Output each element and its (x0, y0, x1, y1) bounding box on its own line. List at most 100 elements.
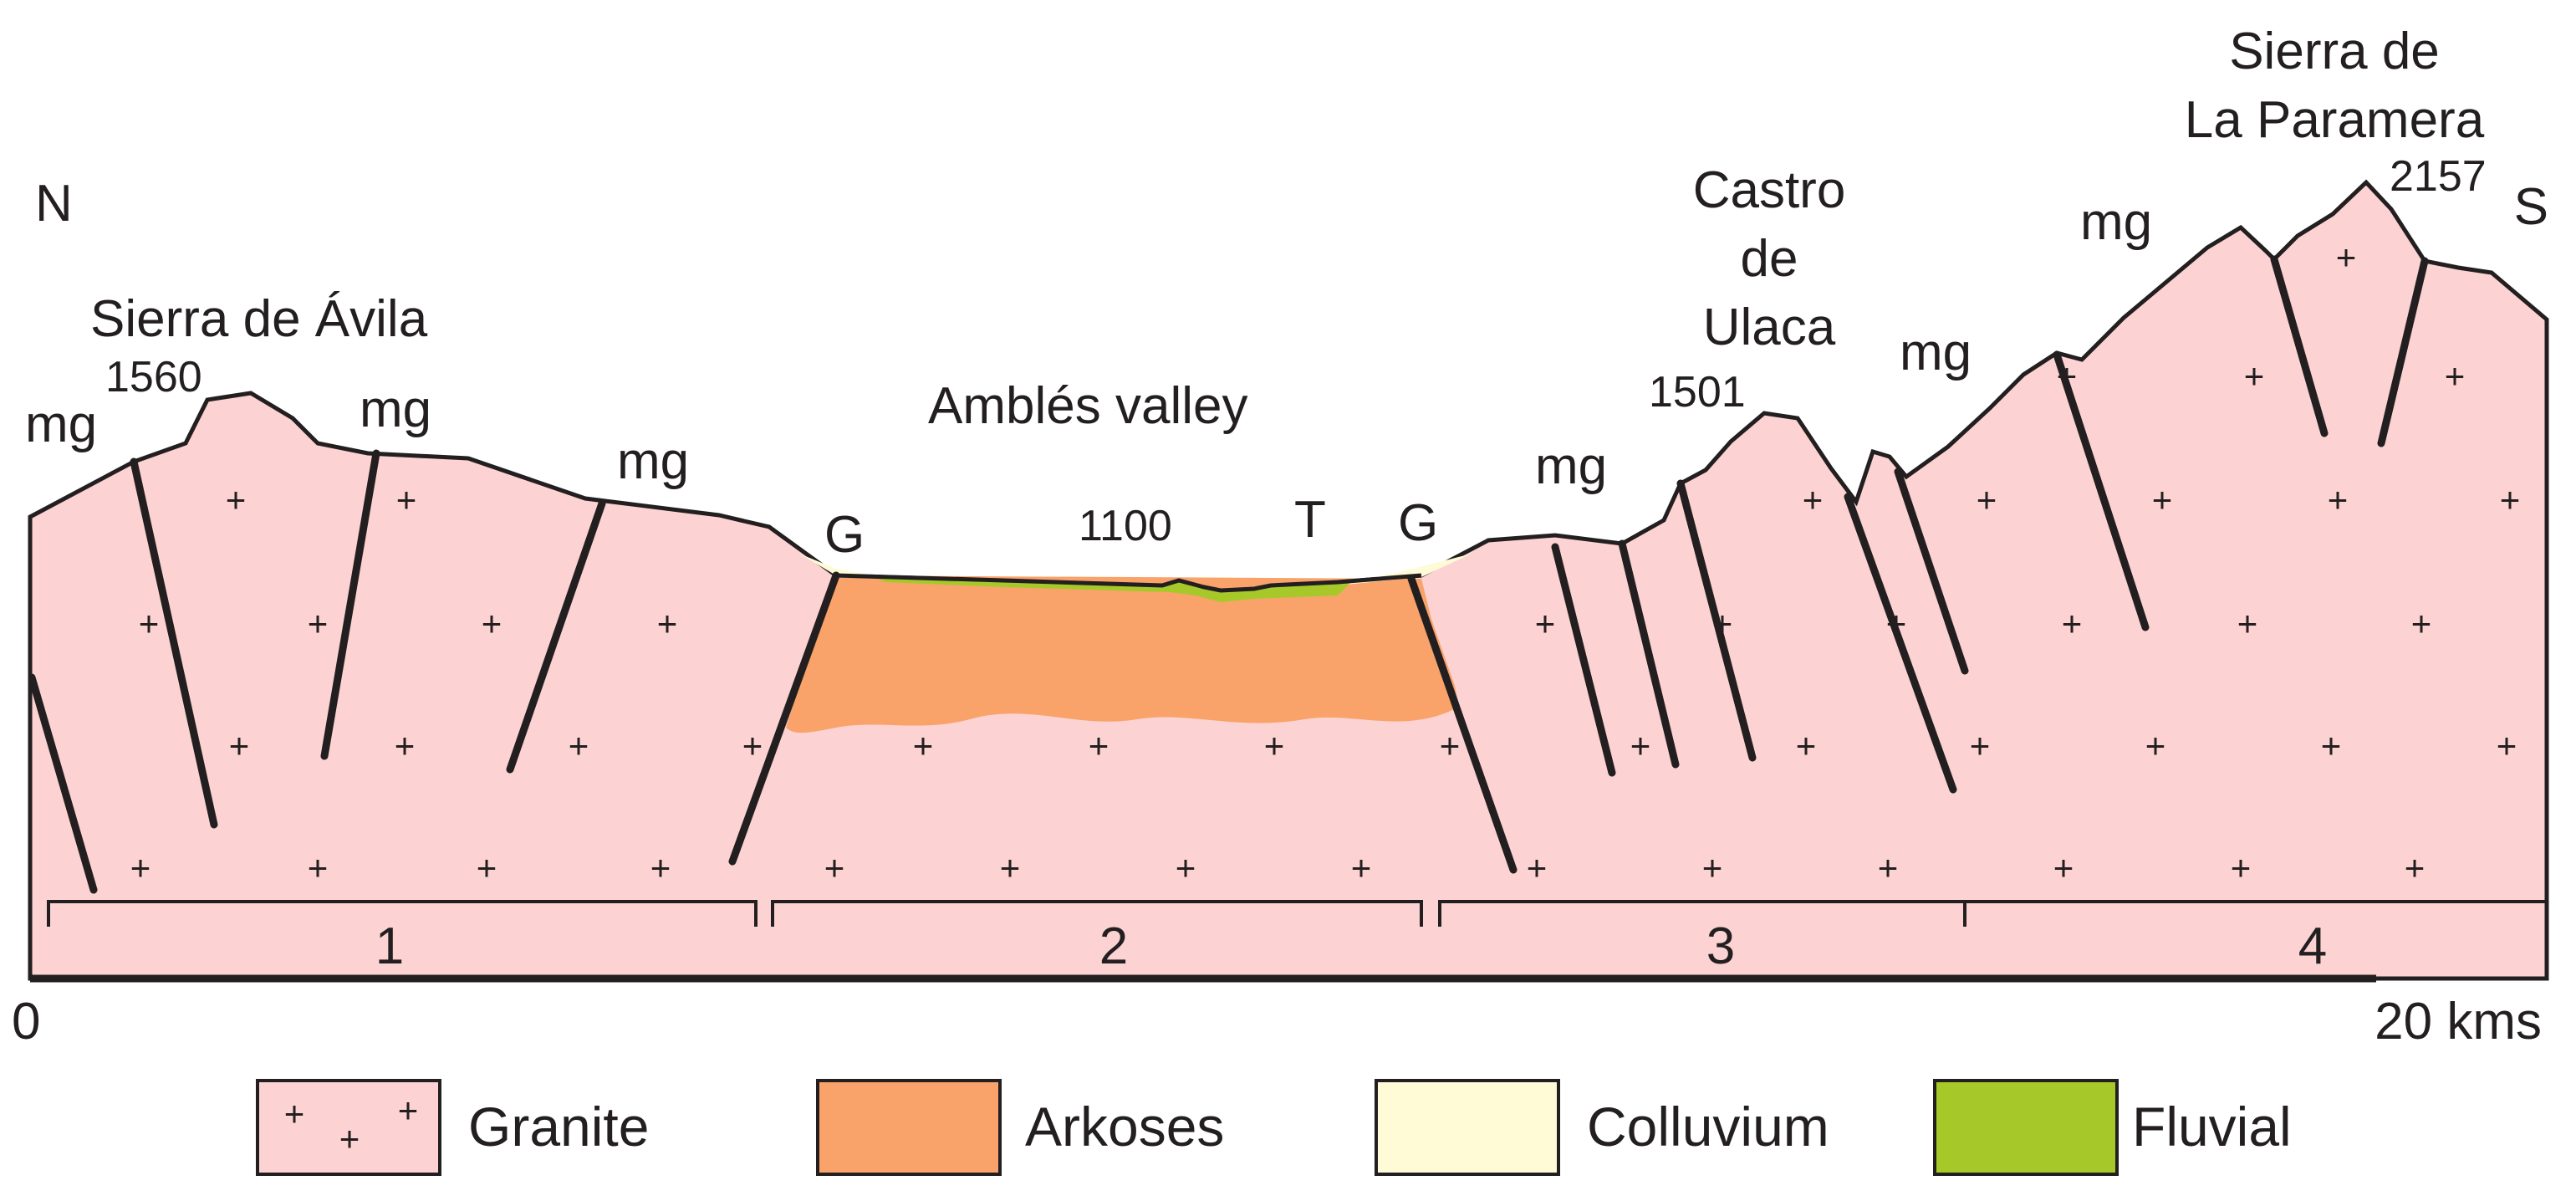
sector-bracket-1 (47, 900, 757, 927)
place-castro-de-ulaca-line1: Castro (1693, 161, 1846, 219)
scale-end-label: 20 kms (2375, 993, 2542, 1050)
plus-sign: + (339, 1119, 360, 1158)
mg-label: mg (25, 396, 97, 453)
fault-line (1618, 539, 1680, 769)
sector-label-2: 2 (1099, 917, 1128, 975)
plus-sign: + (657, 604, 678, 643)
north-label: N (35, 175, 73, 233)
fault-line (506, 499, 606, 774)
place-sierra-de-la-paramera-line2: La Paramera (2185, 91, 2485, 149)
place-castro-de-ulaca-line2: de (1741, 230, 1798, 288)
mg-label: mg (1900, 324, 1972, 381)
plus-sign: + (2062, 604, 2083, 643)
plus-sign: + (1527, 848, 1548, 887)
plus-sign: + (308, 848, 329, 887)
fault-line (2270, 255, 2329, 437)
plus-sign: + (650, 848, 671, 887)
legend-label-granite: Granite (468, 1096, 649, 1158)
plus-sign: + (482, 604, 502, 643)
legend-label-colluvium: Colluvium (1587, 1096, 1829, 1158)
plus-sign: + (284, 1094, 305, 1133)
plus-sign: + (1702, 848, 1723, 887)
colluvium-left (799, 554, 886, 577)
plus-sign: + (2411, 604, 2432, 643)
legend: + + + Granite Arkoses Colluvium Fluvial (256, 1079, 2292, 1176)
fault-line (2377, 257, 2429, 447)
elevation-valley: 1100 (1079, 502, 1172, 550)
legend-label-arkoses: Arkoses (1025, 1096, 1224, 1158)
granite-body (28, 179, 2549, 981)
granite-pattern: + + + + + + + + + + + + + + + + + + + + + + + + + + + + + + + + + + + + + + + +… (130, 238, 2521, 887)
valley-surface-line (835, 573, 1422, 593)
plus-sign: + (226, 480, 247, 519)
sector-brackets (47, 900, 2547, 927)
arkoses-fill (786, 575, 1459, 733)
t-label: T (1294, 491, 1326, 549)
fault-line (28, 673, 98, 894)
fault-line (130, 457, 218, 829)
plus-sign: + (229, 726, 250, 765)
plus-sign: + (1264, 726, 1285, 765)
plus-sign: + (2405, 848, 2426, 887)
mg-label: mg (1535, 437, 1607, 495)
plus-sign: + (477, 848, 497, 887)
legend-swatch-fluvial (1933, 1079, 2119, 1176)
sector-bracket-2 (771, 900, 1423, 927)
elevation-paramera: 2157 (2390, 152, 2487, 201)
plus-sign: + (395, 726, 416, 765)
plus-sign: + (2244, 356, 2265, 396)
fault-line (1844, 493, 1957, 794)
g-label-right: G (1398, 494, 1438, 552)
plus-sign: + (2445, 356, 2466, 396)
plus-sign: + (2497, 726, 2517, 765)
legend-item-granite: + + + Granite (256, 1079, 649, 1176)
mg-label: mg (360, 381, 431, 438)
place-sierra-de-la-paramera-line1: Sierra de (2229, 23, 2440, 80)
g-label-left: G (824, 506, 865, 564)
plus-sign: + (2328, 480, 2349, 519)
plus-sign: + (1089, 726, 1109, 765)
plus-sign: + (1176, 848, 1196, 887)
legend-item-fluvial: Fluvial (1933, 1079, 2292, 1176)
fault-line (1551, 543, 1616, 777)
fault-line (1676, 479, 1757, 762)
legend-swatch-granite (256, 1079, 441, 1176)
plus-sign: + (2321, 726, 2342, 765)
plus-sign: + (1535, 604, 1556, 643)
fault-line (320, 449, 380, 760)
plus-sign: + (130, 848, 151, 887)
plus-sign: + (2231, 848, 2252, 887)
plus-sign: + (1970, 726, 1991, 765)
place-sierra-de-avila: Sierra de Ávila (90, 290, 428, 348)
plus-sign: + (742, 726, 763, 765)
plus-sign: + (1630, 726, 1651, 765)
legend-swatch-colluvium (1375, 1079, 1560, 1176)
sector-label-1: 1 (375, 917, 404, 975)
plus-sign: + (1000, 848, 1021, 887)
plus-sign: + (1878, 848, 1899, 887)
elevation-avila: 1560 (105, 353, 202, 401)
fault-line (2053, 350, 2150, 631)
mg-label: mg (617, 432, 689, 490)
plus-sign: + (1886, 604, 1907, 643)
legend-swatch-arkoses (816, 1079, 1002, 1176)
plus-sign: + (1977, 480, 1997, 519)
plus-sign: + (398, 1091, 419, 1130)
plus-sign: + (2057, 356, 2078, 396)
mg-label: mg (2080, 193, 2152, 251)
plus-sign: + (396, 480, 417, 519)
plus-sign: + (1712, 604, 1733, 643)
sector-label-3: 3 (1706, 917, 1735, 975)
legend-item-colluvium: Colluvium (1375, 1079, 1829, 1176)
plus-sign: + (139, 604, 160, 643)
legend-item-arkoses: Arkoses (816, 1079, 1224, 1176)
plus-sign: + (569, 726, 589, 765)
plus-sign: + (2336, 238, 2357, 277)
plus-sign: + (1351, 848, 1372, 887)
legend-label-fluvial: Fluvial (2132, 1096, 2292, 1158)
sector-bracket-4 (1963, 900, 2547, 927)
place-ambles-valley: Amblés valley (928, 377, 1247, 435)
place-castro-de-ulaca-line3: Ulaca (1703, 299, 1836, 356)
plus-sign: + (1440, 726, 1461, 765)
south-label: S (2514, 178, 2548, 236)
